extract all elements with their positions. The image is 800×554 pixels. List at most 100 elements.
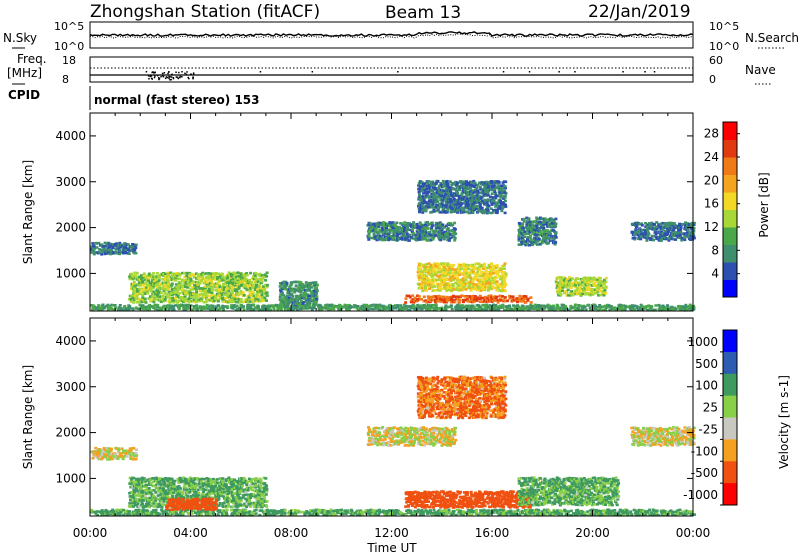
echo-cell — [423, 263, 427, 267]
echo-cell — [186, 508, 190, 512]
echo-cell — [598, 304, 602, 307]
echo-cell — [232, 510, 236, 514]
echo-cell — [192, 288, 196, 291]
echo-cell — [227, 271, 231, 274]
echo-cell — [170, 510, 174, 514]
echo-cell — [440, 282, 444, 286]
echo-cell — [367, 234, 371, 238]
echo-cell — [225, 508, 229, 512]
echo-cell — [157, 279, 161, 282]
echo-cell — [143, 297, 147, 301]
echo-cell — [489, 298, 493, 302]
freq-dot — [311, 71, 314, 73]
echo-cell — [690, 230, 694, 234]
echo-cell — [233, 508, 237, 512]
echo-cell — [592, 281, 596, 285]
echo-cell — [503, 211, 507, 215]
echo-cell — [406, 226, 410, 229]
echo-cell — [468, 284, 472, 288]
echo-cell — [603, 278, 607, 282]
cpid-label: CPID — [8, 88, 40, 102]
echo-cell — [501, 306, 505, 309]
echo-cell — [417, 306, 421, 310]
echo-cell — [204, 288, 208, 292]
echo-cell — [149, 281, 153, 285]
echo-cell — [446, 262, 450, 265]
echo-cell — [150, 289, 154, 293]
echo-cell — [631, 307, 635, 310]
echo-cell — [466, 280, 470, 284]
echo-cell — [459, 288, 463, 291]
echo-cell — [356, 305, 360, 308]
echo-cell — [317, 308, 321, 311]
echo-cell — [413, 224, 417, 228]
echo-cell — [439, 182, 443, 185]
echo-cell — [501, 284, 504, 288]
echo-cell — [432, 205, 436, 209]
echo-cell — [297, 287, 300, 291]
echo-cell — [488, 265, 492, 269]
echo-cell — [309, 281, 313, 285]
echo-cell — [265, 283, 269, 287]
echo-cell — [211, 294, 215, 297]
echo-cell — [124, 248, 128, 251]
echo-cell — [215, 289, 219, 293]
echo-cell — [132, 287, 136, 291]
echo-cell — [154, 297, 158, 300]
echo-cell — [244, 278, 248, 281]
echo-cell — [128, 305, 132, 308]
echo-cell — [221, 509, 225, 512]
echo-cell — [459, 180, 462, 183]
echo-cell — [180, 284, 184, 288]
echo-cell — [471, 287, 475, 290]
echo-cell — [437, 206, 441, 209]
echo-cell — [196, 307, 200, 311]
echo-cell — [492, 286, 496, 290]
echo-cell — [102, 250, 106, 253]
echo-cell — [355, 307, 359, 310]
echo-cell — [649, 308, 653, 312]
echo-cell — [134, 246, 138, 250]
echo-cell — [265, 299, 268, 302]
echo-cell — [592, 307, 596, 311]
echo-cell — [449, 298, 453, 302]
echo-cell — [148, 307, 151, 311]
echo-cell — [297, 286, 301, 289]
echo-cell — [506, 299, 509, 303]
echo-cell — [278, 295, 282, 299]
echo-cell — [183, 299, 187, 303]
echo-cell — [209, 304, 213, 307]
echo-cell — [475, 276, 479, 279]
echo-cell — [434, 300, 438, 304]
echo-cell — [177, 513, 181, 517]
echo-cell — [111, 243, 115, 246]
echo-cell — [221, 300, 225, 303]
echo-cell — [418, 201, 422, 205]
echo-cell — [494, 308, 498, 312]
echo-cell — [531, 232, 535, 236]
echo-cell — [419, 187, 423, 190]
freq-dot — [169, 76, 171, 78]
echo-cell — [376, 231, 380, 234]
echo-cell — [212, 513, 216, 516]
echo-cell — [184, 303, 188, 307]
echo-cell — [671, 234, 675, 238]
echo-cell — [425, 263, 429, 266]
echo-cell — [217, 280, 221, 284]
echo-cell — [381, 304, 385, 308]
echo-cell — [96, 251, 100, 255]
echo-cell — [543, 223, 547, 226]
echo-cell — [456, 211, 460, 214]
echo-cell — [422, 234, 426, 238]
echo-cell — [202, 300, 206, 304]
echo-cell — [431, 278, 435, 282]
echo-cell — [637, 222, 641, 226]
echo-cell — [119, 250, 123, 254]
echo-cell — [246, 294, 250, 298]
echo-cell — [194, 295, 198, 299]
echo-cell — [510, 297, 514, 300]
echo-cell — [419, 267, 423, 271]
echo-cell — [433, 262, 437, 265]
echo-cell — [434, 209, 438, 213]
echo-cell — [469, 308, 473, 312]
